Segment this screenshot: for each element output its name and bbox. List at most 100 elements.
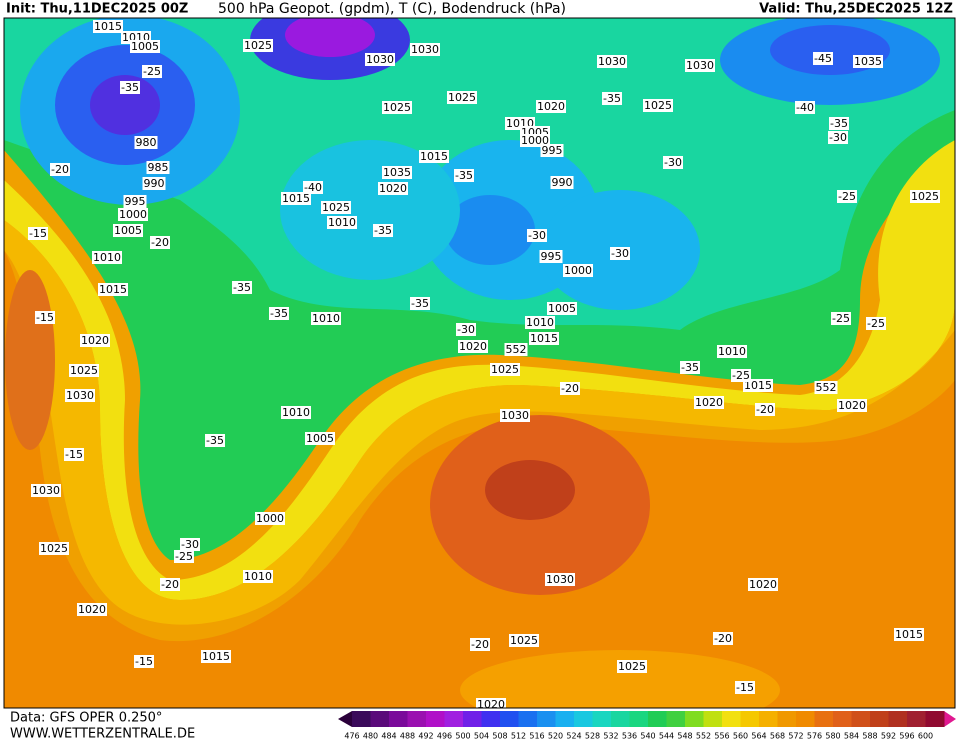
temperature-label-box <box>680 361 700 374</box>
colorbar-label: 512 <box>511 732 526 741</box>
temperature-label: -35 <box>830 117 848 130</box>
isobar-label-box <box>243 39 273 52</box>
isobar-label-box <box>201 650 231 663</box>
isobar-label: 1025 <box>383 101 411 114</box>
isobar-label-box <box>894 628 924 641</box>
isobar-label: 1030 <box>501 409 529 422</box>
colorbar-label: 484 <box>381 732 396 741</box>
temperature-label: -40 <box>304 181 322 194</box>
data-source: Data: GFS OPER 0.250° <box>10 711 162 726</box>
colorbar-swatch <box>463 711 482 727</box>
isobar-label-box <box>92 251 122 264</box>
temperature-label: -15 <box>65 448 83 461</box>
isobar-label-box <box>547 302 577 315</box>
temperature-label: -30 <box>528 229 546 242</box>
temperature-label-box <box>454 169 474 182</box>
colorbar-swatch <box>611 711 630 727</box>
isobar-label-box <box>321 201 351 214</box>
colorbar-swatch <box>592 711 612 727</box>
isobar-label: 1020 <box>477 698 505 711</box>
colorbar-label: 588 <box>862 732 877 741</box>
colorbar-label: 480 <box>363 732 378 741</box>
temperature-label-box <box>470 638 490 651</box>
website: WWW.WETTERZENTRALE.DE <box>10 727 195 741</box>
isobar-label: 1030 <box>546 573 574 586</box>
colorbar-swatch <box>574 711 593 727</box>
isobar-label-box <box>748 578 778 591</box>
isobar-label: 995 <box>125 195 146 208</box>
isobar-label-box <box>93 20 123 33</box>
isobar-label: 1010 <box>328 216 356 229</box>
isobar-label-box <box>311 312 341 325</box>
temperature-label: -25 <box>175 550 193 563</box>
temperature-label-box <box>373 224 393 237</box>
isobar-label: 1030 <box>32 484 60 497</box>
isobar-label: 1025 <box>510 634 538 647</box>
temperature-label-box <box>828 131 848 144</box>
isobar-label-box <box>31 484 61 497</box>
isobar-label: 1025 <box>644 99 672 112</box>
colorbar: 476 480 484 488 492 496 500 504 508 512 516 520 524 5… <box>338 711 956 741</box>
temperature-label-box <box>735 681 755 694</box>
isobar-label: 1030 <box>686 59 714 72</box>
valid-time: Valid: Thu,25DEC2025 12Z <box>759 2 953 17</box>
temperature-label-box <box>150 236 170 249</box>
isobar-label: 1020 <box>749 578 777 591</box>
isobar-label: 1030 <box>411 43 439 56</box>
temperature-label: -35 <box>603 92 621 105</box>
temperature-label: -35 <box>121 81 139 94</box>
isobar-label-box <box>382 101 412 114</box>
temperature-label-box <box>731 369 751 382</box>
isobar-label-box <box>305 432 335 445</box>
isobar-label: 1020 <box>78 603 106 616</box>
colorbar-label: 508 <box>492 732 507 741</box>
temperature-label: -35 <box>233 281 251 294</box>
isobar-label-box <box>134 136 158 149</box>
temperature-label: -30 <box>611 247 629 260</box>
temperature-label-box <box>837 190 857 203</box>
colorbar-label: 524 <box>566 732 581 741</box>
temperature-label: -15 <box>36 311 54 324</box>
colorbar-swatch <box>814 711 834 727</box>
isobar-label-box <box>509 634 539 647</box>
isobar-label: 1025 <box>618 660 646 673</box>
temperature-label-box <box>64 448 84 461</box>
isobar-label: 552 <box>816 381 837 394</box>
colorbar-arrow-right <box>944 711 956 727</box>
colorbar-label: 596 <box>899 732 914 741</box>
isobar-label: 1005 <box>131 40 159 53</box>
temperature-label-box <box>174 550 194 563</box>
colorbar-arrow-left <box>338 711 352 727</box>
temperature-label: -15 <box>736 681 754 694</box>
map-frame <box>3 17 956 709</box>
isobar-label-box <box>536 100 566 113</box>
isobar-label-box <box>814 381 838 394</box>
isobar-label-box <box>447 91 477 104</box>
isobar-label: 1015 <box>99 283 127 296</box>
temperature-label-box <box>120 81 140 94</box>
colorbar-swatch <box>426 711 445 727</box>
isobar-label-box <box>563 264 593 277</box>
isobar-label: 1025 <box>70 364 98 377</box>
isobar-label-box <box>123 195 147 208</box>
colorbar-label: 560 <box>733 732 748 741</box>
isobar-label: 1025 <box>491 363 519 376</box>
colorbar-swatch <box>685 711 704 727</box>
temperature-label-box <box>232 281 252 294</box>
isobar-label: 1000 <box>521 134 549 147</box>
colorbar-swatch <box>352 711 371 727</box>
temperature-label: -20 <box>756 403 774 416</box>
temperature-label: -30 <box>664 156 682 169</box>
isobar-label: 990 <box>552 176 573 189</box>
isobar-label: 1010 <box>282 406 310 419</box>
temperature-label: -20 <box>561 382 579 395</box>
colorbar-swatch <box>444 711 464 727</box>
isobar-label-box <box>77 603 107 616</box>
colorbar-label: 600 <box>918 732 933 741</box>
isobar-label-box <box>130 40 160 53</box>
colorbar-label: 576 <box>807 732 822 741</box>
temperature-label-box <box>303 181 323 194</box>
colorbar-label: 548 <box>677 732 692 741</box>
isobar-label: 980 <box>136 136 157 149</box>
